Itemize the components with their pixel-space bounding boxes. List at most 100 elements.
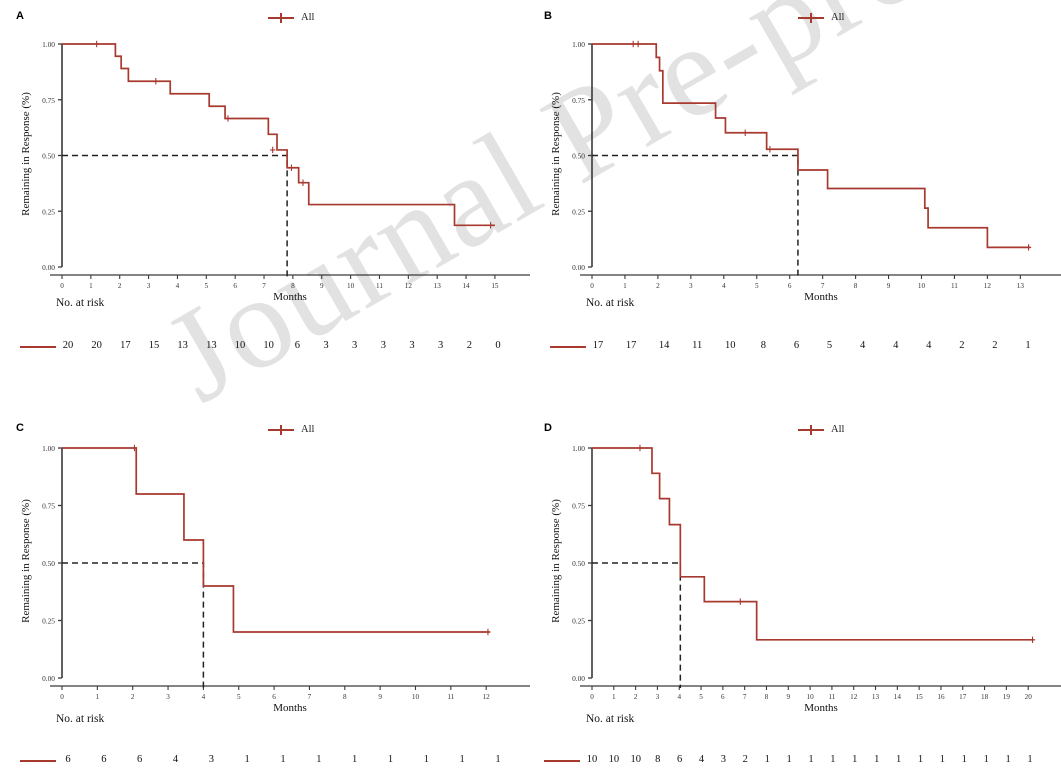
panel-letter-a: A: [16, 10, 24, 22]
svg-text:3: 3: [689, 282, 693, 290]
panel-b: B All 0.00 0.25 0.50 0.75 1.00 0 1 2 3 4 5 6 7 8 9 10 11 12…: [530, 0, 1061, 390]
no-at-risk-label-b: No. at risk: [586, 297, 635, 309]
svg-text:19: 19: [1003, 693, 1011, 701]
svg-text:1.00: 1.00: [42, 40, 55, 49]
svg-text:6: 6: [272, 693, 276, 701]
svg-text:0.25: 0.25: [42, 617, 55, 626]
svg-text:0.50: 0.50: [572, 559, 585, 568]
svg-text:14: 14: [462, 282, 470, 290]
risk-count: 5: [826, 340, 833, 351]
svg-text:1: 1: [96, 693, 100, 701]
svg-text:7: 7: [308, 693, 312, 701]
svg-text:11: 11: [828, 693, 835, 701]
risk-count: 1: [895, 754, 902, 765]
svg-text:9: 9: [320, 282, 324, 290]
svg-text:6: 6: [721, 693, 725, 701]
svg-text:6: 6: [788, 282, 792, 290]
risk-count: 11: [692, 340, 703, 351]
risk-table-counts: 20 20 17 15 13 13 10 10 6 3 3 3 3 3 2 0: [0, 340, 530, 354]
risk-table-series-line: [20, 760, 56, 762]
risk-count: 4: [926, 340, 932, 351]
risk-count: 2: [992, 340, 998, 351]
svg-text:5: 5: [205, 282, 209, 290]
risk-count: 1: [459, 754, 465, 765]
svg-text:0.75: 0.75: [572, 96, 585, 105]
risk-count: 4: [893, 340, 899, 351]
risk-count: 10: [608, 754, 620, 765]
svg-text:10: 10: [918, 282, 926, 290]
svg-text:12: 12: [405, 282, 413, 290]
svg-text:2: 2: [131, 693, 135, 701]
svg-text:13: 13: [434, 282, 442, 290]
risk-table-series-line: [544, 760, 580, 762]
legend-a: All: [268, 12, 314, 23]
risk-count: 6: [101, 754, 107, 765]
risk-count: 6: [676, 754, 683, 765]
svg-text:8: 8: [854, 282, 858, 290]
svg-text:12: 12: [483, 693, 491, 701]
svg-text:0: 0: [60, 282, 64, 290]
risk-count: 10: [725, 340, 736, 351]
svg-text:6: 6: [233, 282, 237, 290]
svg-text:12: 12: [850, 693, 858, 701]
svg-text:0: 0: [590, 693, 594, 701]
risk-count: 3: [720, 754, 727, 765]
risk-count: 15: [148, 340, 160, 351]
risk-count: 10: [586, 754, 598, 765]
svg-text:12: 12: [984, 282, 992, 290]
no-at-risk-label-d: No. at risk: [586, 713, 635, 725]
risk-count: 13: [177, 340, 188, 351]
svg-text:10: 10: [347, 282, 355, 290]
svg-text:2: 2: [656, 282, 660, 290]
risk-count: 13: [206, 340, 217, 351]
risk-count: 1: [423, 754, 429, 765]
risk-count: 1: [352, 754, 358, 765]
x-axis-title-d: Months: [804, 702, 838, 714]
legend-label: All: [831, 12, 845, 23]
svg-text:8: 8: [343, 693, 347, 701]
svg-text:20: 20: [1025, 693, 1033, 701]
risk-count: 1: [1005, 754, 1011, 765]
risk-count: 3: [208, 754, 214, 765]
svg-text:0: 0: [590, 282, 594, 290]
svg-text:11: 11: [951, 282, 958, 290]
svg-text:0: 0: [60, 693, 64, 701]
svg-text:8: 8: [291, 282, 295, 290]
svg-text:7: 7: [821, 282, 825, 290]
svg-text:0.00: 0.00: [42, 263, 55, 272]
risk-count: 10: [234, 340, 246, 351]
no-at-risk-label-a: No. at risk: [56, 297, 105, 309]
svg-text:16: 16: [937, 693, 945, 701]
svg-text:3: 3: [147, 282, 151, 290]
svg-text:1.00: 1.00: [572, 444, 585, 453]
svg-text:0.00: 0.00: [572, 263, 585, 272]
panel-c: C All 0.00 0.25 0.50 0.75 1.00 0 1 2 3 4 5 6 7 8 9 10 11 12…: [0, 410, 530, 777]
risk-table-series-line: [550, 346, 586, 348]
svg-text:5: 5: [755, 282, 759, 290]
risk-count: 3: [409, 340, 415, 351]
svg-text:18: 18: [981, 693, 989, 701]
svg-text:1: 1: [89, 282, 93, 290]
svg-text:0.25: 0.25: [42, 207, 55, 216]
svg-text:4: 4: [677, 693, 681, 701]
risk-count: 4: [172, 754, 179, 765]
risk-count: 6: [137, 754, 143, 765]
risk-count: 17: [625, 340, 637, 351]
risk-count: 1: [316, 754, 322, 765]
risk-count: 1: [387, 754, 394, 765]
risk-count: 1: [917, 754, 924, 765]
svg-text:0.50: 0.50: [572, 152, 585, 161]
risk-table-counts: 6 6 6 4 3 1 1 1 1 1 1 1 1: [0, 754, 530, 768]
y-axis-title-c: Remaining in Response (%): [20, 499, 32, 623]
svg-text:0.25: 0.25: [572, 207, 585, 216]
legend-label: All: [301, 12, 315, 23]
svg-text:5: 5: [699, 693, 703, 701]
svg-text:0.75: 0.75: [572, 502, 585, 511]
risk-count: 1: [874, 754, 880, 765]
panel-a: A All 0.00 0.25 0.50 0.75 1.00 0 1 2 3 4 5 6 7 8 9 10 11 12…: [0, 0, 530, 390]
svg-text:0.50: 0.50: [42, 152, 55, 161]
svg-text:4: 4: [202, 693, 206, 701]
svg-text:0.75: 0.75: [42, 96, 55, 105]
risk-count: 2: [959, 340, 965, 351]
risk-count: 1: [764, 754, 770, 765]
